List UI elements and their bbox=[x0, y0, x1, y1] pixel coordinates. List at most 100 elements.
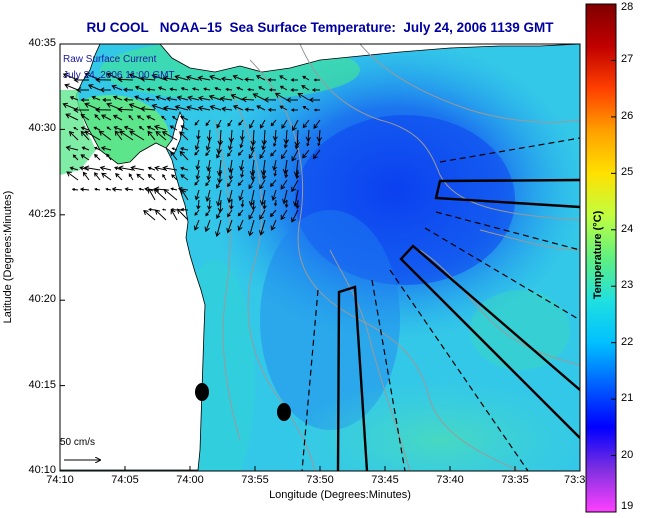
current-vector bbox=[144, 97, 156, 102]
current-vector bbox=[68, 131, 79, 141]
current-vector bbox=[180, 166, 189, 171]
y-tick-label: 40:25 bbox=[28, 207, 56, 220]
current-vector bbox=[272, 129, 278, 141]
current-vector bbox=[123, 125, 134, 131]
current-vector bbox=[102, 97, 112, 103]
current-vector bbox=[302, 75, 310, 81]
current-vector bbox=[195, 159, 201, 171]
current-vector bbox=[180, 146, 189, 151]
current-vector bbox=[273, 169, 277, 177]
current-vector bbox=[171, 174, 178, 181]
current-vector bbox=[270, 149, 277, 157]
current-vector bbox=[169, 125, 178, 131]
current-vector bbox=[69, 96, 79, 101]
current-vector bbox=[209, 104, 222, 111]
current-vector bbox=[267, 77, 277, 82]
current-vector bbox=[186, 105, 200, 111]
current-vector bbox=[205, 119, 211, 127]
current-vector bbox=[118, 165, 134, 171]
y-tick-label: 40:15 bbox=[28, 378, 56, 391]
current-vector bbox=[270, 119, 277, 127]
current-vector bbox=[179, 150, 189, 161]
current-vector bbox=[180, 87, 189, 91]
current-vector bbox=[196, 199, 201, 210]
current-vector bbox=[69, 166, 79, 171]
x-tick-label: 74:00 bbox=[176, 474, 204, 486]
current-vector bbox=[279, 75, 288, 81]
current-vector bbox=[232, 105, 244, 111]
current-vector bbox=[71, 187, 79, 191]
current-vector bbox=[214, 87, 222, 91]
bathymetry-contours bbox=[214, 44, 580, 471]
current-vector bbox=[312, 149, 321, 160]
current-vector bbox=[185, 75, 200, 81]
current-vector bbox=[274, 92, 288, 101]
current-vector bbox=[208, 94, 222, 101]
current-vector bbox=[101, 114, 112, 121]
current-vector bbox=[205, 149, 211, 157]
current-vector bbox=[193, 219, 200, 231]
current-vector bbox=[273, 139, 277, 147]
current-vector bbox=[119, 130, 134, 141]
current-vector bbox=[290, 78, 298, 82]
current-legend-line2: July 24, 2006 11:00 GMT bbox=[63, 70, 175, 81]
current-vector bbox=[146, 87, 156, 92]
map-title: RU COOL NOAA–15 Sea Surface Temperature:… bbox=[86, 20, 554, 35]
mooring-marker bbox=[195, 383, 209, 401]
current-vector bbox=[270, 219, 277, 231]
colorbar-tick-label: 23 bbox=[621, 279, 634, 292]
current-vector bbox=[170, 208, 178, 221]
current-vector bbox=[232, 74, 244, 81]
current-vector bbox=[117, 76, 134, 83]
current-vector bbox=[94, 187, 101, 191]
current-vector bbox=[273, 199, 278, 207]
current-vector bbox=[112, 114, 123, 121]
mooring-marker bbox=[277, 403, 291, 421]
current-vector bbox=[80, 114, 90, 121]
current-vector bbox=[291, 149, 299, 162]
current-vector bbox=[153, 124, 167, 131]
current-vector bbox=[240, 199, 245, 208]
current-vector bbox=[161, 115, 167, 121]
sst-field bbox=[60, 44, 580, 471]
current-vector bbox=[280, 179, 288, 190]
current-vector bbox=[258, 86, 266, 91]
current-vector bbox=[174, 74, 189, 81]
current-vector bbox=[162, 105, 178, 112]
transect-box-southeast bbox=[399, 244, 580, 439]
current-vector bbox=[157, 86, 167, 91]
current-vector bbox=[155, 130, 167, 141]
current-vector bbox=[147, 173, 156, 181]
current-vector bbox=[305, 129, 312, 142]
current-vector bbox=[161, 131, 178, 141]
current-vector bbox=[170, 187, 178, 191]
current-vector bbox=[247, 88, 255, 92]
current-vector bbox=[99, 87, 112, 93]
transect-boxes bbox=[336, 178, 580, 471]
current-vector bbox=[155, 95, 167, 101]
x-tick-label: 73:3 bbox=[564, 474, 586, 486]
current-vector bbox=[123, 97, 134, 102]
current-vector bbox=[73, 107, 89, 113]
current-vector bbox=[255, 75, 266, 81]
current-vector bbox=[237, 209, 244, 217]
current-vector bbox=[180, 115, 189, 121]
current-vector bbox=[66, 171, 79, 181]
x-tick-label: 73:40 bbox=[436, 474, 464, 486]
current-vector bbox=[204, 219, 211, 233]
current-vector bbox=[216, 209, 222, 219]
current-vector bbox=[80, 130, 90, 141]
current-vector bbox=[295, 169, 300, 180]
current-vector bbox=[205, 209, 211, 217]
current-vector bbox=[230, 93, 244, 101]
current-vector bbox=[87, 84, 101, 91]
vector-scale-label: 50 cm/s bbox=[60, 437, 96, 448]
current-vector bbox=[261, 169, 267, 180]
current-vector bbox=[143, 209, 156, 221]
current-vector bbox=[227, 119, 233, 127]
axis-ticks bbox=[59, 43, 581, 472]
current-vector bbox=[248, 209, 255, 220]
current-vector bbox=[291, 209, 299, 223]
current-vector bbox=[226, 219, 233, 234]
current-vector bbox=[237, 179, 244, 187]
